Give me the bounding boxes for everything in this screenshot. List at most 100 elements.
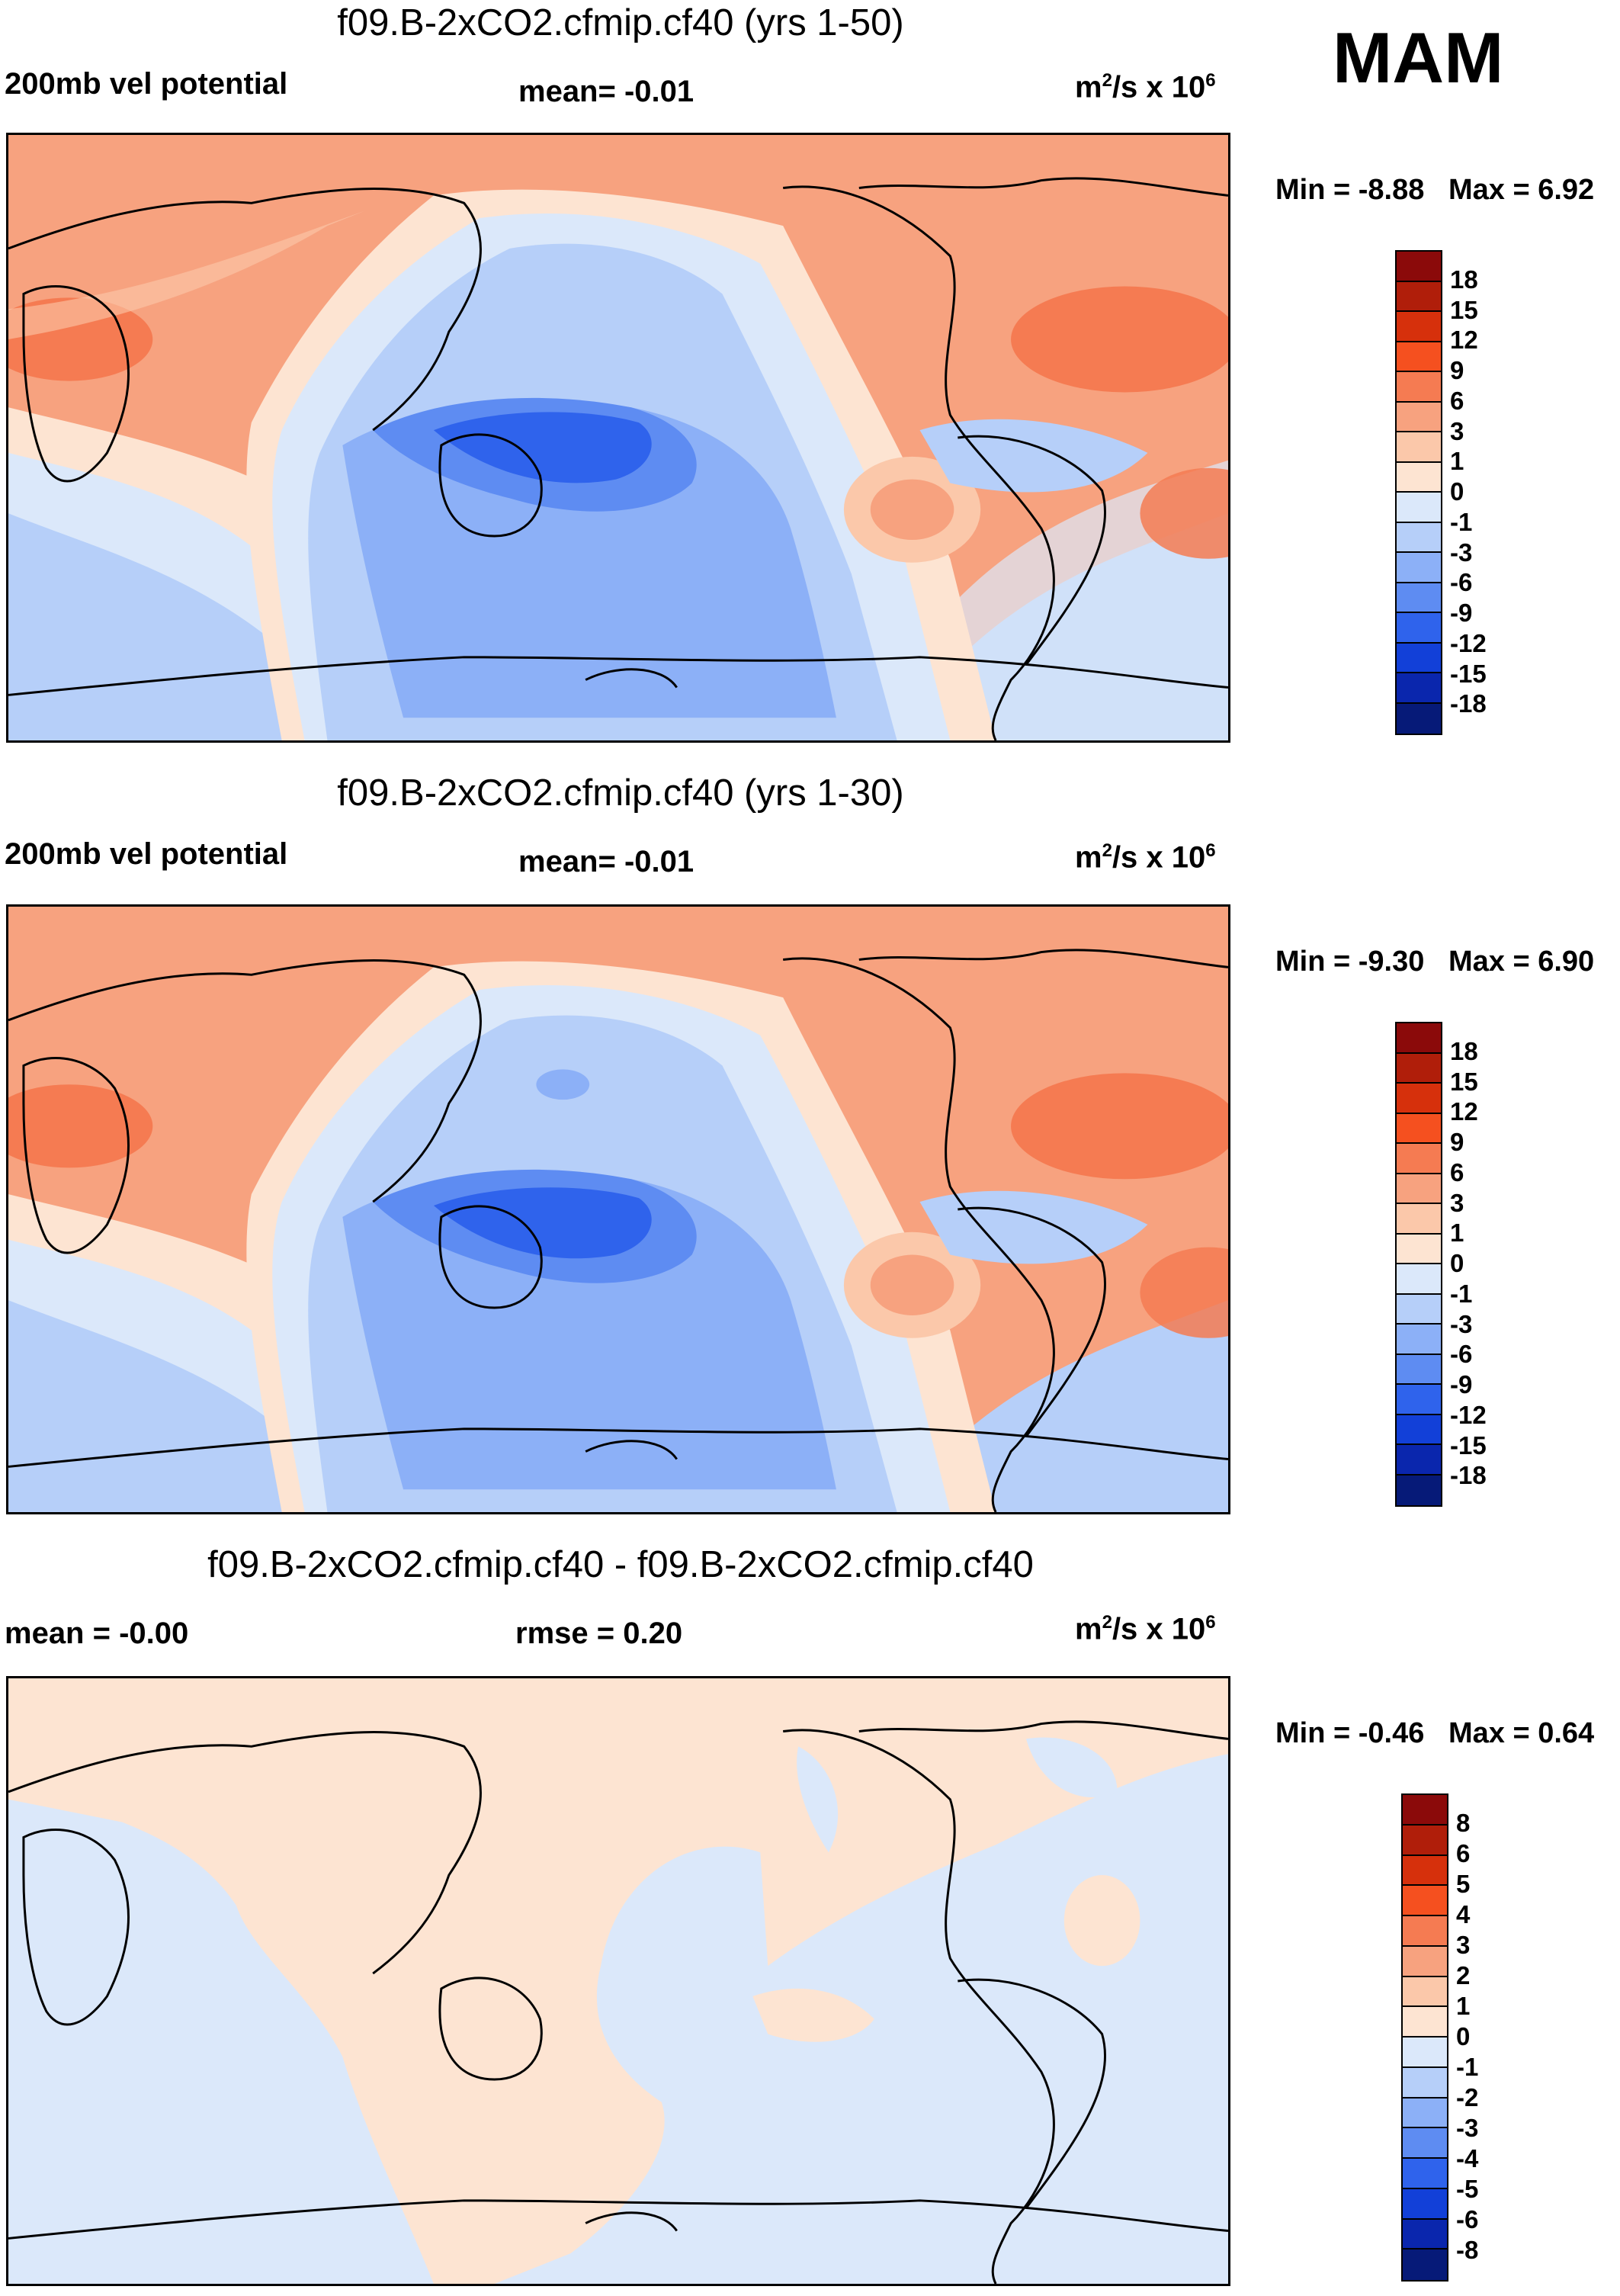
panel-2-variable-label: 200mb vel potential — [5, 837, 288, 871]
panel-3-rmse-label: rmse = 0.20 — [515, 1617, 683, 1650]
colorbar-tick-label: -12 — [1450, 628, 1487, 657]
units-exp-6: 6 — [1205, 70, 1216, 91]
units-mid: /s x 10 — [1112, 70, 1206, 104]
colorbar-tick-label: -1 — [1456, 2053, 1479, 2081]
colorbar-tick-label: 6 — [1450, 1158, 1464, 1187]
units-mid: /s x 10 — [1112, 1612, 1206, 1646]
cbar-seg — [1397, 1415, 1441, 1445]
cbar-seg — [1403, 1855, 1447, 1887]
field-warm-pool-core — [433, 1187, 652, 1259]
cbar-seg — [1403, 1916, 1447, 1947]
colorbar-tick-label: -1 — [1450, 1279, 1473, 1308]
colorbar-tick-label: 15 — [1450, 295, 1478, 324]
cbar-seg — [1403, 1825, 1447, 1856]
cbar-seg — [1397, 1084, 1441, 1114]
panel-1-mean-label: mean= -0.01 — [518, 75, 695, 108]
cbar-seg — [1397, 252, 1441, 282]
coastlines — [8, 949, 1228, 1512]
cbar-seg — [1403, 2037, 1447, 2068]
colorbar-tick-label: 18 — [1450, 265, 1478, 294]
colorbar-tick-label: 12 — [1450, 1097, 1478, 1126]
cbar-seg — [1397, 553, 1441, 583]
colorbar-tick-label: 8 — [1456, 1809, 1471, 1837]
colorbar-tick-label: -15 — [1450, 659, 1487, 688]
field-north-atlantic-negative — [1025, 1737, 1118, 1798]
field-africa-max — [8, 1084, 153, 1168]
colorbar-tick-label: -9 — [1450, 1370, 1473, 1398]
cbar-seg — [1397, 281, 1441, 312]
panel-1-title: f09.B-2xCO2.cfmip.cf40 (yrs 1-50) — [337, 2, 904, 43]
cbar-seg — [1403, 2219, 1447, 2250]
field-north-pacific-spot — [536, 1069, 590, 1100]
panel-2-title: f09.B-2xCO2.cfmip.cf40 (yrs 1-30) — [337, 772, 904, 814]
panel-2-map — [6, 904, 1230, 1514]
colorbar-tick-label: 6 — [1450, 386, 1464, 415]
units-base: m — [1075, 1612, 1102, 1646]
panel-1-units-label: m2/s x 106 — [1075, 70, 1216, 104]
colorbar-tick-label: -6 — [1450, 1340, 1473, 1369]
cbar-seg — [1403, 2128, 1447, 2159]
colorbar-tick-label: -9 — [1450, 599, 1473, 627]
panel-1-colorbar — [1395, 250, 1442, 735]
cbar-seg — [1403, 2067, 1447, 2099]
field-north-america-negative — [797, 1746, 839, 1853]
cbar-seg — [1397, 1234, 1441, 1264]
panel-3-map — [6, 1676, 1230, 2286]
field-warm-pool-core — [433, 412, 652, 483]
cbar-seg — [1397, 312, 1441, 342]
cbar-seg — [1397, 522, 1441, 553]
panel-2-max-label: Max = 6.90 — [1448, 946, 1595, 978]
coastlines — [8, 1720, 1228, 2284]
field-atlantic-max — [1011, 286, 1228, 393]
panel-2-colorbar — [1395, 1022, 1442, 1507]
colorbar-tick-label: 9 — [1450, 356, 1464, 384]
field-east-pacific-positive — [752, 1988, 874, 2042]
colorbar-tick-label: 0 — [1450, 1249, 1464, 1277]
colorbar-tick-label: -15 — [1450, 1431, 1487, 1459]
colorbar-tick-label: -6 — [1450, 568, 1473, 597]
colorbar-tick-label: -3 — [1450, 1309, 1473, 1338]
field-light-positive — [8, 1678, 1228, 2284]
cbar-seg — [1397, 1113, 1441, 1144]
cbar-seg — [1403, 1886, 1447, 1916]
cbar-seg — [1403, 1976, 1447, 2008]
units-exp-6: 6 — [1205, 1612, 1216, 1633]
colorbar-tick-label: 0 — [1456, 2022, 1471, 2050]
cbar-seg — [1397, 462, 1441, 493]
cbar-seg — [1397, 493, 1441, 523]
cbar-seg — [1403, 1946, 1447, 1977]
colorbar-tick-label: -2 — [1456, 2083, 1479, 2111]
cbar-seg — [1397, 1385, 1441, 1415]
units-exp-2: 2 — [1102, 840, 1112, 861]
cbar-seg — [1397, 1174, 1441, 1204]
panel-1-min-label: Min = -8.88 — [1275, 174, 1425, 206]
colorbar-tick-label: -5 — [1456, 2175, 1479, 2203]
cbar-seg — [1403, 2098, 1447, 2129]
units-exp-2: 2 — [1102, 1612, 1112, 1633]
units-exp-2: 2 — [1102, 70, 1112, 91]
colorbar-tick-label: 1 — [1456, 1992, 1471, 2020]
colorbar-tick-label: 6 — [1456, 1839, 1471, 1867]
colorbar-tick-label: -3 — [1456, 2114, 1479, 2142]
colorbar-tick-label: 5 — [1456, 1870, 1471, 1898]
cbar-seg — [1397, 1445, 1441, 1476]
colorbar-tick-label: 2 — [1456, 1961, 1471, 1989]
field-pacific-east-core — [870, 1254, 954, 1315]
field-atlantic-max — [1011, 1073, 1228, 1180]
field-band — [8, 210, 366, 339]
cbar-seg — [1397, 613, 1441, 644]
panel-2-units-label: m2/s x 106 — [1075, 840, 1216, 875]
cbar-seg — [1403, 1795, 1447, 1826]
colorbar-tick-label: 4 — [1456, 1900, 1471, 1928]
cbar-seg — [1397, 1264, 1441, 1295]
panel-3-colorbar — [1401, 1793, 1448, 2282]
cbar-seg — [1397, 1325, 1441, 1355]
cbar-seg — [1397, 1354, 1441, 1385]
cbar-seg — [1403, 2249, 1447, 2280]
cbar-seg — [1403, 2188, 1447, 2220]
cbar-seg — [1397, 1144, 1441, 1174]
colorbar-tick-label: 3 — [1456, 1931, 1471, 1959]
colorbar-tick-label: -4 — [1456, 2144, 1479, 2172]
colorbar-tick-label: 3 — [1450, 416, 1464, 445]
cbar-seg — [1397, 372, 1441, 403]
